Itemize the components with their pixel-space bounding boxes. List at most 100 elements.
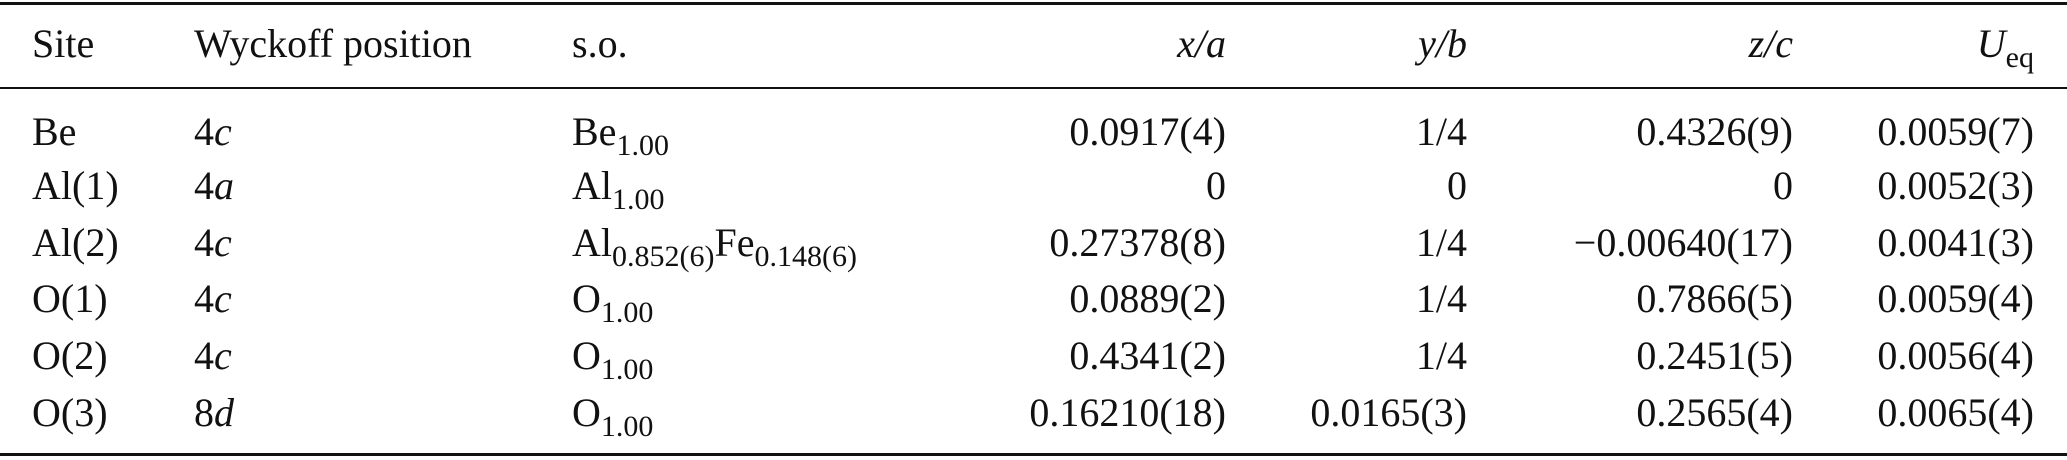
top-rule — [0, 2, 2067, 5]
cell-text: x/a — [1177, 21, 1226, 66]
table-cell: 0.0065(4) — [1877, 385, 2034, 441]
header-cell: Wyckoff position — [194, 16, 472, 72]
occupancy-subscript: 0.148(6) — [754, 240, 857, 273]
cell-text: 0.0052(3) — [1877, 163, 2034, 208]
element-symbol: O — [572, 276, 601, 321]
cell-text: 0.2565(4) — [1636, 390, 1793, 435]
cell-text: 0.4341(2) — [1069, 333, 1226, 378]
table-cell: 0 — [1447, 158, 1467, 214]
cell-text: 0.0889(2) — [1069, 276, 1226, 321]
wyckoff-multiplicity: 4 — [194, 109, 214, 154]
header-cell: x/a — [1177, 16, 1226, 72]
table-cell: 0.16210(18) — [1029, 385, 1226, 441]
table-cell: O1.00 — [572, 385, 653, 442]
table-cell: 0.27378(8) — [1049, 215, 1226, 271]
cell-text: O(3) — [32, 390, 108, 435]
table-cell: 0.0052(3) — [1877, 158, 2034, 214]
wyckoff-multiplicity: 8 — [194, 390, 214, 435]
cell-text: 0.0065(4) — [1877, 390, 2034, 435]
cell-text: 0.0917(4) — [1069, 109, 1226, 154]
cell-text: 0 — [1206, 163, 1226, 208]
cell-text: 0.16210(18) — [1029, 390, 1226, 435]
bottom-rule — [0, 453, 2067, 456]
table-cell: 4c — [194, 104, 232, 160]
element-symbol: O — [572, 333, 601, 378]
table-cell: 0.2565(4) — [1636, 385, 1793, 441]
table-cell: 1/4 — [1416, 328, 1467, 384]
wyckoff-multiplicity: 4 — [194, 333, 214, 378]
cell-text: 0.27378(8) — [1049, 220, 1226, 265]
table-cell: O1.00 — [572, 271, 654, 329]
cell-text: 0 — [1447, 163, 1467, 208]
occupancy-subscript: 0.852(6) — [612, 240, 715, 273]
element-symbol: O — [572, 390, 601, 435]
subscript: eq — [2005, 41, 2034, 74]
cell-text: 1/4 — [1415, 220, 1467, 265]
occupancy-subscript: 1.00 — [616, 129, 669, 162]
header-cell: s.o. — [572, 16, 628, 72]
symbol: U — [1976, 21, 2006, 66]
header-cell: Site — [32, 16, 94, 72]
cell-text: 1/4 — [1415, 276, 1467, 321]
table-cell: Be1.00 — [572, 104, 669, 162]
cell-text: y/b — [1418, 21, 1467, 66]
table-cell: 0 — [1773, 158, 1793, 214]
wyckoff-letter: c — [214, 220, 232, 265]
element-symbol: Al — [572, 163, 612, 208]
wyckoff-letter: d — [214, 390, 234, 435]
cell-text: 0.4326(9) — [1636, 109, 1793, 154]
header-cell: y/b — [1418, 16, 1467, 72]
wyckoff-multiplicity: 4 — [194, 163, 214, 208]
table-cell: 4c — [194, 271, 232, 327]
cell-text: 0 — [1773, 163, 1793, 208]
table-cell: Al0.852(6)Fe0.148(6) — [572, 215, 857, 273]
cell-text: 0.0165(3) — [1310, 390, 1467, 435]
cell-text: 0.0056(4) — [1877, 333, 2034, 378]
occupancy-subscript: 1.00 — [600, 296, 654, 329]
wyckoff-multiplicity: 4 — [194, 220, 214, 265]
header-cell: z/c — [1749, 16, 1793, 72]
table-cell: 0.4326(9) — [1636, 104, 1793, 160]
cell-text: Be — [32, 109, 77, 154]
element-symbol: Be — [572, 109, 617, 154]
table-cell: 1/4 — [1416, 215, 1467, 271]
cell-text: 0.0059(4) — [1877, 276, 2034, 321]
cell-text: 1/4 — [1415, 109, 1467, 154]
cell-text: Al(1) — [32, 163, 119, 208]
table-cell: 0.4341(2) — [1069, 328, 1226, 384]
table-cell: Al1.00 — [572, 158, 665, 215]
table-cell: Al(1) — [32, 158, 119, 214]
element-symbol: Al — [572, 220, 612, 265]
occupancy-subscript: 1.00 — [600, 353, 654, 386]
wyckoff-letter: c — [214, 333, 232, 378]
cell-text: 0.0041(3) — [1877, 220, 2034, 265]
header-cell: Ueq — [1976, 16, 2034, 74]
cell-text: 1/4 — [1415, 333, 1467, 378]
table-cell: 0.0056(4) — [1877, 328, 2034, 384]
cell-text: −0.00640(17) — [1573, 220, 1793, 265]
table-cell: 0.0889(2) — [1069, 271, 1226, 327]
table-cell: 0.0165(3) — [1310, 385, 1467, 441]
table-cell: 0.0059(7) — [1877, 104, 2034, 160]
cell-text: 0.7866(5) — [1636, 276, 1793, 321]
cell-text: 0.2451(5) — [1636, 333, 1793, 378]
table-cell: O1.00 — [572, 328, 654, 386]
cell-text: s.o. — [572, 21, 628, 66]
table-cell: 4c — [194, 215, 232, 271]
table-cell: 0.7866(5) — [1636, 271, 1793, 327]
table-cell: O(1) — [32, 271, 108, 327]
table-cell: 0.2451(5) — [1636, 328, 1793, 384]
table-cell: 8d — [194, 385, 234, 441]
table-cell: Be — [32, 104, 76, 160]
table-cell: O(2) — [32, 328, 108, 384]
table-cell: 4a — [194, 158, 234, 214]
cell-text: z/c — [1748, 21, 1793, 66]
table-cell: 4c — [194, 328, 232, 384]
cell-text: 0.0059(7) — [1877, 109, 2034, 154]
table-cell: Al(2) — [32, 215, 119, 271]
cell-text: O(1) — [32, 276, 108, 321]
element-symbol: Fe — [714, 220, 755, 265]
cell-text: Site — [32, 21, 95, 66]
table-cell: 0.0917(4) — [1069, 104, 1226, 160]
